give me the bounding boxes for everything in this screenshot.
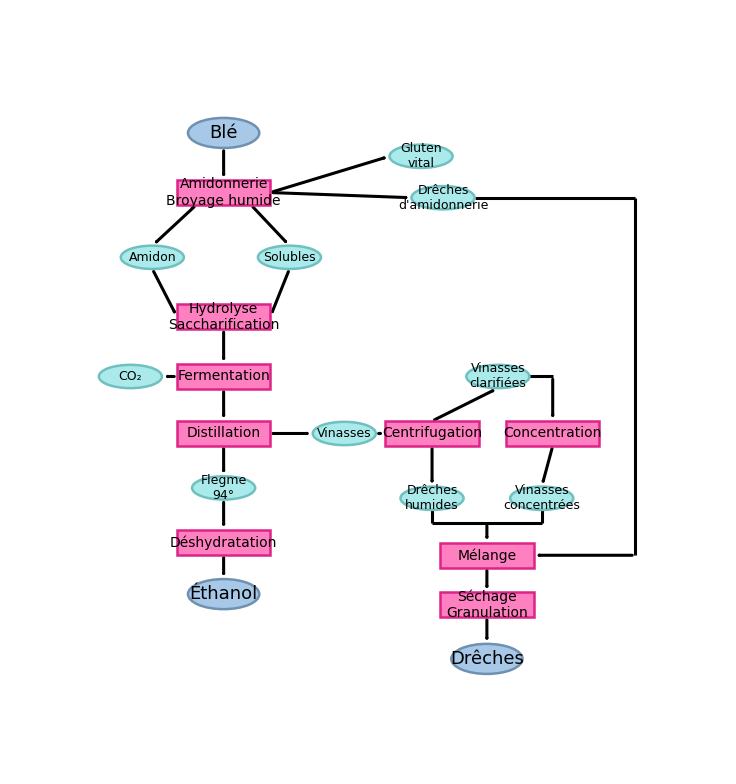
Text: Fermentation: Fermentation	[177, 369, 270, 383]
Ellipse shape	[411, 186, 475, 209]
Text: Drêches
humides: Drêches humides	[406, 485, 459, 512]
Ellipse shape	[467, 365, 529, 388]
Ellipse shape	[510, 487, 573, 510]
FancyBboxPatch shape	[506, 421, 599, 446]
Text: Déshydratation: Déshydratation	[170, 535, 277, 550]
FancyBboxPatch shape	[440, 543, 534, 568]
Text: CO₂: CO₂	[118, 370, 142, 383]
Text: Distillation: Distillation	[186, 426, 261, 441]
Text: Solubles: Solubles	[263, 251, 316, 263]
FancyBboxPatch shape	[177, 180, 270, 205]
Text: Éthanol: Éthanol	[189, 585, 258, 603]
Text: Séchage
Granulation: Séchage Granulation	[446, 589, 528, 620]
FancyBboxPatch shape	[386, 421, 478, 446]
Ellipse shape	[188, 579, 259, 609]
Ellipse shape	[313, 422, 376, 445]
Text: Flegme
94°: Flegme 94°	[200, 474, 247, 502]
Ellipse shape	[258, 245, 321, 269]
Ellipse shape	[121, 245, 184, 269]
Text: Vinasses: Vinasses	[317, 427, 372, 440]
Text: Vinasses
concentrées: Vinasses concentrées	[503, 485, 580, 512]
Text: Centrifugation: Centrifugation	[382, 426, 482, 441]
Text: Amidonnerie
Broyage humide: Amidonnerie Broyage humide	[166, 177, 281, 208]
Text: Vinasses
clarifiées: Vinasses clarifiées	[470, 362, 526, 390]
Ellipse shape	[188, 118, 259, 148]
Text: Hydrolyse
Saccharification: Hydrolyse Saccharification	[168, 302, 280, 332]
Text: Gluten
vital: Gluten vital	[400, 142, 442, 170]
Text: Mélange: Mélange	[457, 548, 517, 562]
FancyBboxPatch shape	[177, 530, 270, 555]
FancyBboxPatch shape	[177, 364, 270, 389]
Text: Concentration: Concentration	[503, 426, 602, 441]
Text: Drêches: Drêches	[450, 650, 524, 668]
Text: Blé: Blé	[209, 124, 238, 142]
Ellipse shape	[400, 487, 464, 510]
Ellipse shape	[451, 644, 523, 674]
Ellipse shape	[192, 476, 255, 499]
FancyBboxPatch shape	[177, 304, 270, 329]
Text: Amidon: Amidon	[129, 251, 176, 263]
Ellipse shape	[389, 144, 453, 168]
FancyBboxPatch shape	[177, 421, 270, 446]
FancyBboxPatch shape	[440, 592, 534, 617]
Ellipse shape	[99, 365, 162, 388]
Text: Drêches
d'amidonnerie: Drêches d'amidonnerie	[398, 183, 488, 212]
